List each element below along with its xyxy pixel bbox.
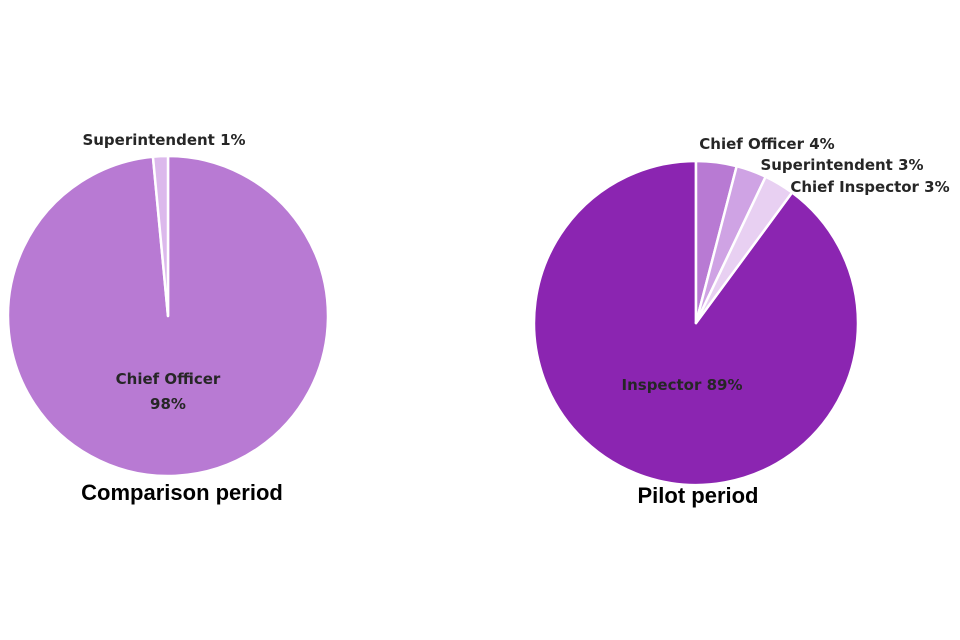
slice-label-inspector: Inspector 89% (622, 376, 743, 394)
pilot-chart-title: Pilot period (638, 483, 759, 508)
slice-label-superintendent: Superintendent 1% (82, 131, 245, 149)
comparison-chart-title: Comparison period (81, 480, 283, 505)
slice-label-chief-inspector: Chief Inspector 3% (790, 178, 949, 196)
pie-slice-superintendent (151, 154, 170, 318)
slice-label-chief-officer: Chief Officer 4% (699, 135, 834, 153)
slice-label-superintendent: Superintendent 3% (760, 156, 923, 174)
slice-value-chief-officer: 98% (150, 395, 186, 413)
pie-slice-chief-inspector (694, 175, 794, 325)
pilot-pie-chart: Inspector 89% Chief Officer 4% Superintend… (532, 135, 950, 487)
slice-label-chief-officer: Chief Officer (116, 370, 221, 388)
comparison-pie-chart: Chief Officer 98% Superintendent 1% (6, 131, 330, 478)
